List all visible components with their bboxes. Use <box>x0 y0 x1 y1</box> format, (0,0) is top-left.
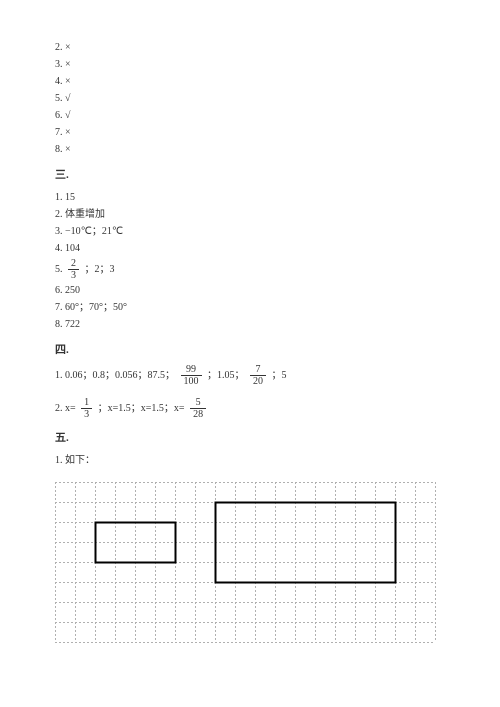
s3-item-6: 6. 250 <box>55 283 445 298</box>
s4-l2-prefix: 2. x= <box>55 401 76 416</box>
s4-line1: 1. 0.06；0.8；0.056；87.5； 99 100 ；1.05； 7 … <box>55 364 445 387</box>
s3-item-4: 4. 104 <box>55 241 445 256</box>
s4-l1-prefix: 1. 0.06；0.8；0.056；87.5； <box>55 368 175 383</box>
grid-diagram <box>55 482 445 643</box>
frac-num: 5 <box>190 397 206 409</box>
section-two-list: 2. × 3. × 4. × 5. √ 6. √ 7. × 8. × <box>55 40 445 157</box>
item-6: 6. √ <box>55 108 445 123</box>
s3-item-2: 2. 体重增加 <box>55 207 445 222</box>
fraction-5-28: 5 28 <box>190 397 206 420</box>
item-num: 4. <box>55 76 63 87</box>
s3-item-8: 8. 722 <box>55 317 445 332</box>
item-mark: √ <box>65 110 71 121</box>
s3-5-prefix: 5. <box>55 262 63 277</box>
frac-num: 1 <box>81 397 92 409</box>
fraction-7-20: 7 20 <box>250 364 266 387</box>
item-num: 8. <box>55 144 63 155</box>
item-4: 4. × <box>55 74 445 89</box>
item-mark: × <box>65 59 71 70</box>
item-mark: √ <box>65 93 71 104</box>
fraction-2-3: 2 3 <box>68 258 79 281</box>
item-num: 2. <box>55 42 63 53</box>
frac-den: 3 <box>68 270 79 281</box>
item-num: 7. <box>55 127 63 138</box>
frac-den: 100 <box>181 376 202 387</box>
frac-num: 7 <box>250 364 266 376</box>
item-mark: × <box>65 127 71 138</box>
frac-den: 3 <box>81 409 92 420</box>
item-2: 2. × <box>55 40 445 55</box>
fraction-99-100: 99 100 <box>181 364 202 387</box>
section-three-list: 1. 15 2. 体重增加 3. −10℃；21℃ 4. 104 5. 2 3 … <box>55 190 445 332</box>
item-8: 8. × <box>55 142 445 157</box>
fraction-1-3: 1 3 <box>81 397 92 420</box>
s3-5-suffix: ；2；3 <box>85 262 115 277</box>
item-3: 3. × <box>55 57 445 72</box>
item-5: 5. √ <box>55 91 445 106</box>
section-four-heading: 四. <box>55 342 445 359</box>
item-7: 7. × <box>55 125 445 140</box>
frac-num: 2 <box>68 258 79 270</box>
s5-line1: 1. 如下： <box>55 453 445 468</box>
s3-item-1: 1. 15 <box>55 190 445 205</box>
s4-line2: 2. x= 1 3 ；x=1.5；x=1.5；x= 5 28 <box>55 397 445 420</box>
frac-num: 99 <box>181 364 202 376</box>
frac-den: 28 <box>190 409 206 420</box>
section-three-heading: 三. <box>55 167 445 184</box>
s3-item-5: 5. 2 3 ；2；3 <box>55 258 445 281</box>
item-num: 3. <box>55 59 63 70</box>
frac-den: 20 <box>250 376 266 387</box>
s3-item-7: 7. 60°；70°；50° <box>55 300 445 315</box>
item-mark: × <box>65 144 71 155</box>
s4-l1-suffix: ；5 <box>272 368 287 383</box>
section-five-heading: 五. <box>55 430 445 447</box>
section-four-list: 1. 0.06；0.8；0.056；87.5； 99 100 ；1.05； 7 … <box>55 364 445 420</box>
s4-l2-mid: ；x=1.5；x=1.5；x= <box>98 401 185 416</box>
grid-svg <box>55 482 436 643</box>
item-mark: × <box>65 76 71 87</box>
item-mark: × <box>65 42 71 53</box>
s4-l1-mid: ；1.05； <box>207 368 245 383</box>
item-num: 6. <box>55 110 63 121</box>
s3-item-3: 3. −10℃；21℃ <box>55 224 445 239</box>
item-num: 5. <box>55 93 63 104</box>
